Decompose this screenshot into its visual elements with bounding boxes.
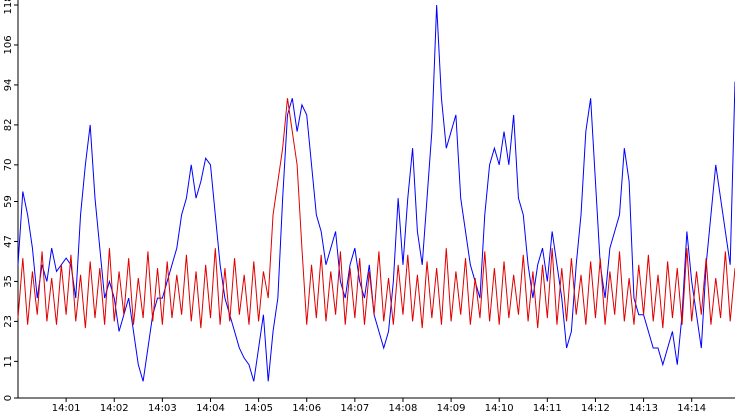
y-tick-label: 94 bbox=[3, 79, 14, 92]
y-tick-label: 82 bbox=[3, 119, 14, 132]
y-tick-label: 106 bbox=[3, 35, 14, 54]
y-tick-label: 47 bbox=[3, 235, 14, 248]
y-tick-label: 11 bbox=[3, 355, 14, 368]
series-line bbox=[17, 4, 735, 382]
x-tick-label: 14:11 bbox=[533, 403, 562, 414]
y-tick-label: 23 bbox=[3, 315, 14, 328]
y-tick-label: 0 bbox=[3, 395, 14, 401]
x-tick-label: 14:01 bbox=[52, 403, 81, 414]
x-tick-label: 14:05 bbox=[244, 403, 273, 414]
series-line bbox=[17, 98, 735, 329]
x-tick-label: 14:12 bbox=[581, 403, 610, 414]
y-tick-label: 70 bbox=[3, 158, 14, 171]
x-tick-label: 14:06 bbox=[292, 403, 321, 414]
x-tick-label: 14:10 bbox=[485, 403, 514, 414]
x-tick-label: 14:02 bbox=[100, 403, 129, 414]
x-tick-label: 14:13 bbox=[629, 403, 658, 414]
x-tick-label: 14:07 bbox=[340, 403, 369, 414]
y-tick-label: 35 bbox=[3, 275, 14, 288]
y-tick-label: 59 bbox=[3, 195, 14, 208]
x-tick-label: 14:08 bbox=[389, 403, 418, 414]
x-tick-label: 14:09 bbox=[437, 403, 466, 414]
y-tick-label: 118 bbox=[3, 0, 14, 15]
x-tick-label: 14:14 bbox=[677, 403, 706, 414]
x-tick-label: 14:04 bbox=[196, 403, 225, 414]
x-tick-label: 14:03 bbox=[148, 403, 177, 414]
